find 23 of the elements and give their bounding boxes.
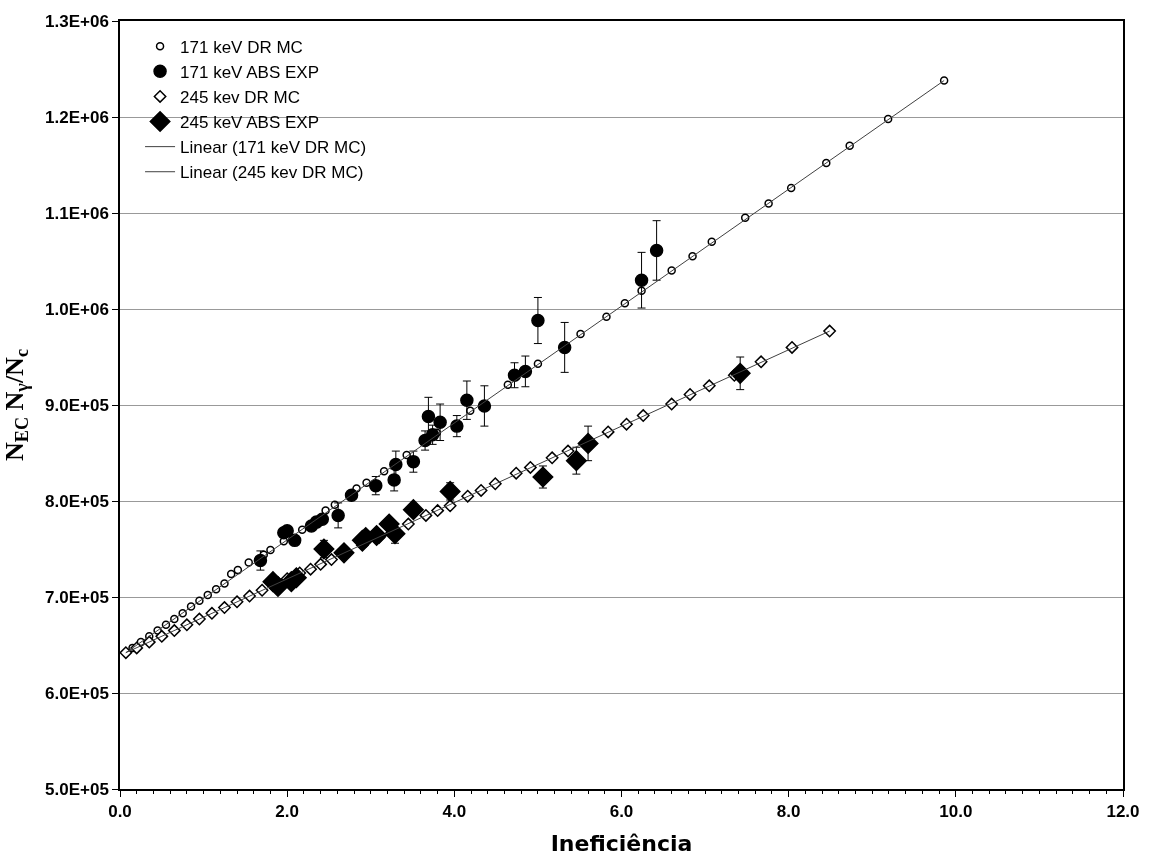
- y-tick-label: 5.0E+05: [45, 779, 109, 799]
- x-tick-label: 10.0: [939, 802, 973, 822]
- y-tick-label: 1.2E+06: [45, 107, 109, 127]
- x-tick-label: 6.0: [609, 802, 634, 822]
- legend-label: Linear (171 keV DR MC): [180, 138, 367, 158]
- x-tick-label: 2.0: [275, 802, 299, 822]
- legend-label: Linear (245 kev DR MC): [180, 163, 364, 183]
- legend-label: 245 keV ABS EXP: [180, 113, 319, 133]
- x-tick-label: 12.0: [1106, 802, 1140, 822]
- y-tick-label: 1.1E+06: [45, 203, 109, 223]
- y-tick-label: 1.3E+06: [45, 11, 109, 31]
- legend-label: 171 keV DR MC: [180, 37, 303, 57]
- y-tick-label: 8.0E+05: [45, 491, 109, 511]
- y-tick-label: 6.0E+05: [45, 683, 109, 703]
- x-tick-label: 4.0: [442, 802, 467, 822]
- x-tick-label: 0.0: [108, 802, 132, 822]
- x-axis-title: Ineficiência: [550, 830, 693, 856]
- y-tick-label: 9.0E+05: [45, 395, 109, 415]
- legend-label: 171 keV ABS EXP: [180, 62, 319, 82]
- legend-label: 245 kev DR MC: [180, 88, 301, 108]
- y-tick-label: 7.0E+05: [45, 587, 109, 607]
- x-tick-label: 8.0: [776, 802, 801, 822]
- y-tick-label: 1.0E+06: [45, 299, 109, 319]
